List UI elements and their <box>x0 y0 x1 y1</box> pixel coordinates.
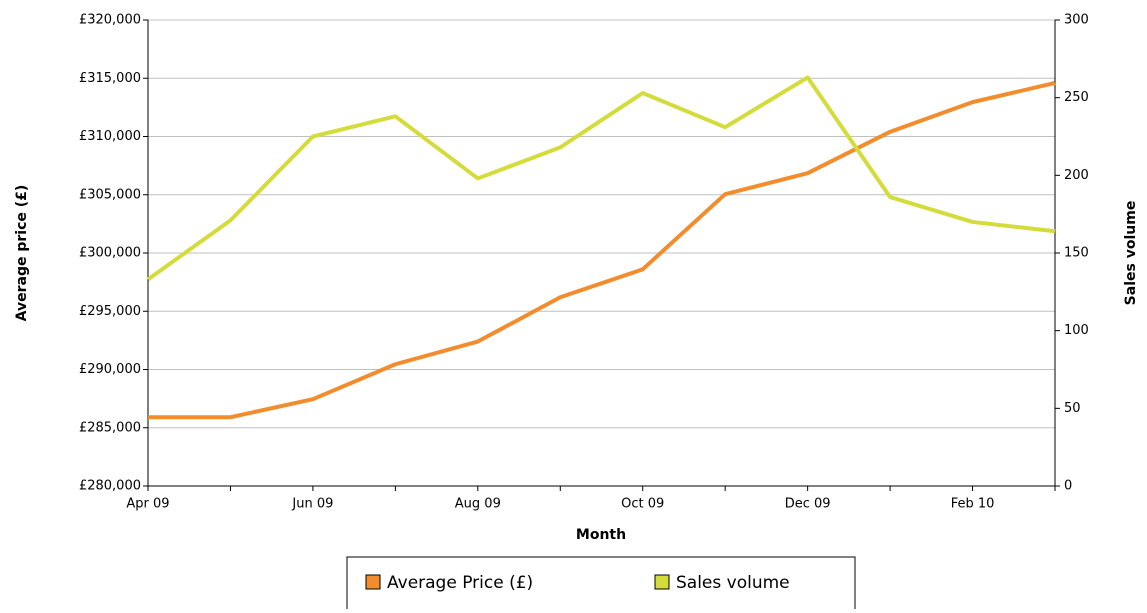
y-tick-label: £315,000 <box>79 71 141 86</box>
legend-swatch <box>365 574 381 590</box>
y2-tick-label: 50 <box>1064 401 1081 416</box>
y2-axis-title: Sales volume <box>1123 201 1139 306</box>
y-tick-label: £320,000 <box>79 13 141 28</box>
x-tick-label: Dec 09 <box>785 497 831 512</box>
y-tick-label: £300,000 <box>79 246 141 261</box>
legend-swatch <box>654 574 670 590</box>
y2-tick-label: 150 <box>1064 246 1089 261</box>
series-line <box>146 75 1056 282</box>
x-tick-label: Feb 10 <box>951 497 995 512</box>
legend-label: Average Price (£) <box>387 573 533 593</box>
legend-label: Sales volume <box>676 573 790 593</box>
y2-tick-label: 200 <box>1064 168 1089 183</box>
y-axis-title: Average price (£) <box>14 185 30 322</box>
x-tick-label: Oct 09 <box>621 497 664 512</box>
x-tick-label: Aug 09 <box>455 497 501 512</box>
x-tick-label: Jun 09 <box>291 497 333 512</box>
y2-tick-label: 300 <box>1064 13 1089 28</box>
y2-tick-label: 100 <box>1064 323 1089 338</box>
legend-box <box>346 556 856 613</box>
series-line <box>148 80 1056 420</box>
y-tick-label: £295,000 <box>79 304 141 319</box>
x-axis-title: Month <box>576 527 626 543</box>
y-tick-label: £280,000 <box>79 479 141 494</box>
y-tick-label: £285,000 <box>79 420 141 435</box>
y-tick-label: £305,000 <box>79 187 141 202</box>
x-tick-label: Apr 09 <box>126 497 169 512</box>
y2-tick-label: 0 <box>1064 479 1072 494</box>
y-tick-label: £310,000 <box>79 129 141 144</box>
y-tick-label: £290,000 <box>79 362 141 377</box>
y2-tick-label: 250 <box>1064 90 1089 105</box>
